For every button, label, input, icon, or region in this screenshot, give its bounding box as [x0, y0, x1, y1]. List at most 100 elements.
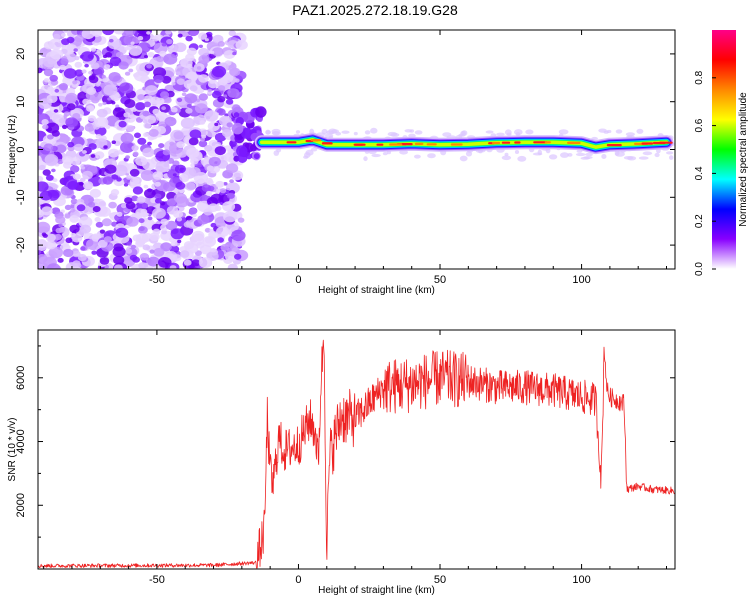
noise-blob — [147, 256, 160, 267]
noise-blob — [223, 182, 228, 186]
noise-blob — [155, 111, 168, 122]
noise-blob — [66, 103, 76, 111]
noise-blob — [214, 122, 219, 127]
noise-blob — [234, 253, 242, 260]
signal-halo — [390, 132, 400, 137]
noise-blob — [67, 180, 79, 190]
noise-blob — [231, 122, 244, 135]
signal-halo — [598, 128, 607, 133]
noise-blob — [165, 220, 178, 231]
snr-xtick-label: 0 — [295, 574, 301, 586]
noise-blob — [70, 208, 75, 213]
noise-blob — [129, 177, 140, 186]
signal-halo — [558, 129, 569, 135]
noise-blob — [204, 145, 213, 152]
noise-blob — [86, 87, 97, 95]
noise-blob — [39, 190, 53, 201]
noise-blob — [210, 222, 217, 228]
signal-halo — [364, 130, 371, 135]
noise-blob — [123, 112, 131, 118]
signal-halo — [548, 154, 558, 160]
noise-blob — [69, 224, 80, 234]
snr-xtick-label: 100 — [572, 574, 590, 586]
noise-blob — [126, 216, 139, 227]
noise-blob — [128, 45, 143, 56]
noise-blob — [207, 80, 219, 89]
signal-halo — [272, 131, 280, 136]
noise-blob — [91, 97, 100, 104]
noise-blob — [171, 82, 176, 86]
noise-blob — [104, 164, 117, 174]
noise-blob — [230, 170, 244, 181]
noise-blob — [72, 250, 81, 258]
noise-blob — [58, 83, 68, 91]
noise-blob — [196, 66, 202, 70]
noise-blob — [140, 208, 148, 215]
noise-blob — [201, 134, 207, 139]
noise-blob — [214, 146, 226, 156]
noise-blob — [55, 215, 66, 224]
noise-blob — [72, 80, 78, 85]
signal-halo — [363, 156, 368, 162]
noise-blob — [95, 134, 102, 139]
noise-blob — [208, 156, 221, 167]
noise-blob — [220, 244, 230, 251]
noise-blob — [150, 197, 157, 204]
signal-halo — [458, 133, 464, 137]
noise-blob — [170, 228, 185, 240]
noise-blob — [246, 153, 252, 160]
signal-halo — [636, 128, 644, 134]
noise-blob — [80, 166, 85, 170]
signal-halo — [335, 131, 342, 136]
noise-blob — [204, 110, 219, 122]
noise-blob — [217, 41, 225, 47]
noise-blob — [115, 104, 120, 108]
noise-blob — [38, 98, 52, 110]
noise-blob — [89, 75, 99, 84]
noise-blob — [94, 116, 109, 128]
noise-blob — [61, 33, 66, 37]
noise-blob — [62, 156, 74, 165]
noise-blob — [103, 84, 118, 96]
noise-blob — [70, 198, 78, 205]
signal-halo — [501, 155, 512, 161]
noise-blob — [141, 203, 149, 209]
snr-ytick-label: 2000 — [15, 493, 27, 517]
noise-blob — [174, 164, 186, 174]
noise-blob — [184, 93, 198, 104]
noise-blob — [159, 50, 167, 57]
noise-blob — [139, 252, 150, 261]
noise-blob — [187, 30, 200, 37]
noise-blob — [58, 118, 66, 124]
noise-blob — [189, 85, 198, 92]
noise-blob — [62, 124, 68, 130]
signal-halo — [485, 130, 494, 134]
noise-blob — [183, 221, 192, 228]
noise-blob — [64, 94, 77, 105]
noise-blob — [118, 61, 129, 70]
noise-blob — [172, 160, 180, 167]
noise-blob — [84, 63, 89, 68]
noise-blob — [113, 243, 124, 252]
spec-xtick-label: 0 — [295, 274, 301, 286]
spec-ytick-label: 0 — [15, 146, 27, 152]
noise-blob — [63, 68, 77, 79]
noise-blob — [158, 257, 172, 268]
noise-blob — [198, 140, 208, 148]
noise-blob — [191, 259, 201, 267]
noise-blob — [82, 150, 87, 154]
noise-blob — [249, 144, 257, 152]
noise-blob — [225, 251, 238, 262]
noise-blob — [229, 179, 235, 184]
noise-blob — [120, 141, 135, 153]
noise-blob — [154, 181, 161, 187]
noise-blob — [186, 147, 200, 159]
noise-blob — [216, 108, 226, 116]
noise-blob — [163, 53, 178, 65]
noise-blob — [80, 177, 86, 182]
noise-blob — [126, 175, 132, 180]
snr-xlabel: Height of straight line (km) — [318, 585, 435, 596]
noise-blob — [54, 88, 60, 93]
noise-blob — [81, 30, 95, 40]
